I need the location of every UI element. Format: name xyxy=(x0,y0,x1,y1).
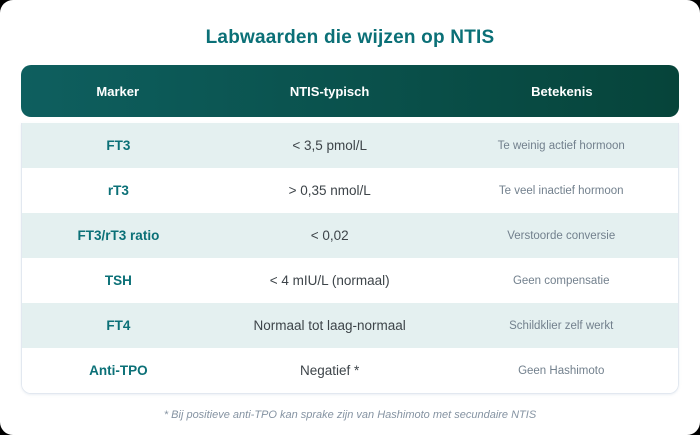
table-row-tsh: TSH < 4 mIU/L (normaal) Geen compensatie xyxy=(22,258,678,303)
column-header-marker: Marker xyxy=(96,83,140,99)
cell-value: Normaal tot laag-normaal xyxy=(253,318,406,333)
footnote: * Bij positieve anti-TPO kan sprake zijn… xyxy=(163,409,537,421)
cell-value: > 0,35 nmol/L xyxy=(288,183,371,198)
column-header-betekenis: Betekenis xyxy=(531,83,593,99)
table-row-ft4: FT4 Normaal tot laag-normaal Schildklier… xyxy=(22,303,678,348)
lab-values-table: Marker NTIS-typisch Betekenis FT3 < 3,5 … xyxy=(21,65,679,394)
cell-meaning: Geen Hashimoto xyxy=(518,364,605,377)
cell-marker: FT3 xyxy=(106,138,131,153)
table-row-ft3-rt3-ratio: FT3/rT3 ratio < 0,02 Verstoorde conversi… xyxy=(22,213,678,258)
table-header-row: Marker NTIS-typisch Betekenis xyxy=(21,65,679,117)
cell-marker: FT3/rT3 ratio xyxy=(77,228,160,243)
cell-marker: rT3 xyxy=(107,183,129,198)
cell-value: < 4 mIU/L (normaal) xyxy=(269,273,390,288)
cell-value: < 3,5 pmol/L xyxy=(292,138,367,153)
cell-meaning: Schildklier zelf werkt xyxy=(509,319,614,332)
cell-value: Negatief * xyxy=(300,363,360,378)
cell-marker: Anti-TPO xyxy=(89,363,148,378)
cell-marker: FT4 xyxy=(106,318,131,333)
cell-value: < 0,02 xyxy=(310,228,349,243)
table-row-rt3: rT3 > 0,35 nmol/L Te veel inactief hormo… xyxy=(22,168,678,213)
cell-meaning: Verstoorde conversie xyxy=(507,229,616,242)
cell-marker: TSH xyxy=(104,273,132,288)
cell-meaning: Geen compensatie xyxy=(512,274,610,287)
table-body: FT3 < 3,5 pmol/L Te weinig actief hormoo… xyxy=(21,123,679,394)
cell-meaning: Te veel inactief hormoon xyxy=(498,184,624,197)
table-row-ft3: FT3 < 3,5 pmol/L Te weinig actief hormoo… xyxy=(22,123,678,168)
column-header-ntis-typisch: NTIS-typisch xyxy=(289,83,370,99)
cell-meaning: Te weinig actief hormoon xyxy=(497,139,625,152)
table-row-anti-tpo: Anti-TPO Negatief * Geen Hashimoto xyxy=(22,348,678,393)
page-title: Labwaarden die wijzen op NTIS xyxy=(205,27,495,48)
